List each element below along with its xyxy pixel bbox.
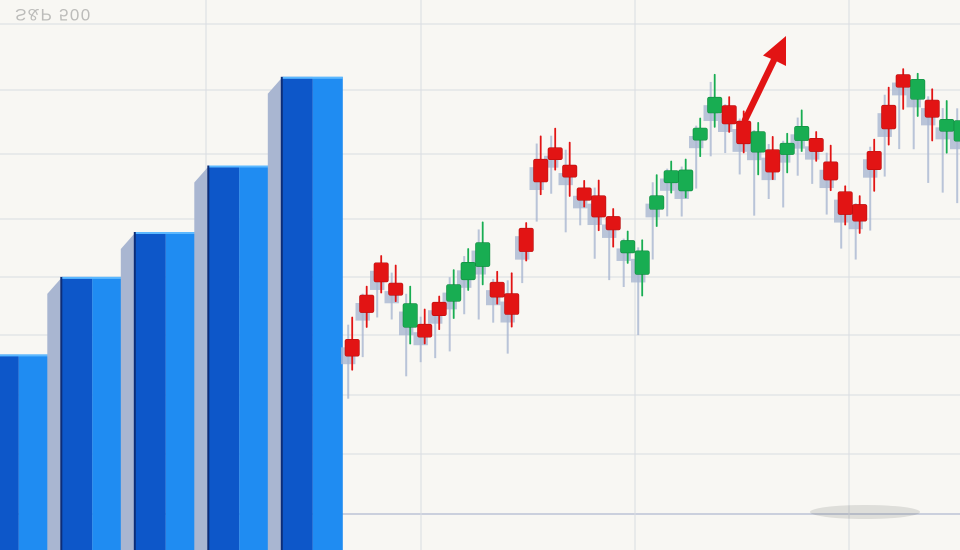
svg-text:S&P 500: S&P 500 xyxy=(15,5,92,24)
